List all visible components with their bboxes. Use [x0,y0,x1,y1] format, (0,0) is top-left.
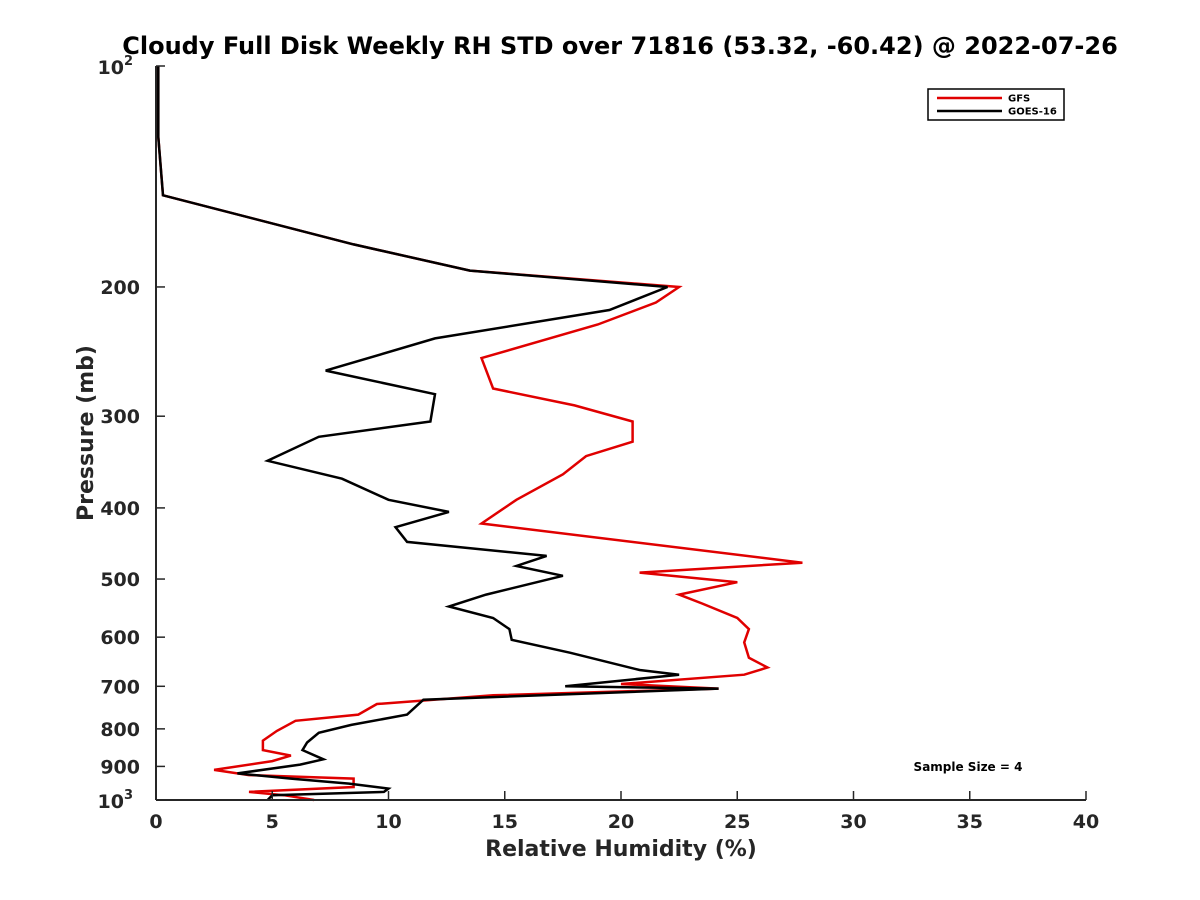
y-tick-label: 800 [100,719,140,741]
sample-size-annotation: Sample Size = 4 [914,760,1023,774]
y-tick-label: 900 [100,756,140,778]
x-tick-label: 20 [608,811,634,833]
x-tick-label: 0 [149,811,162,833]
legend-box [927,88,1065,121]
plot-area: 0 5 10 15 20 25 30 35 40 102 200 300 400 500 600 700 80… [98,54,1100,833]
chart-title: Cloudy Full Disk Weekly RH STD over 7181… [122,32,1118,60]
x-tick-label: 5 [266,811,279,833]
y-tick-label: 102 [98,54,134,79]
x-axis-label: Relative Humidity (%) [485,837,757,862]
x-tick-label: 40 [1073,811,1099,833]
y-axis-label: Pressure (mb) [74,345,99,521]
x-tick-label: 35 [957,811,983,833]
series-line-gfs [157,66,803,802]
x-tick-label: 15 [492,811,518,833]
legend-label-goes16: GOES-16 [1008,107,1057,118]
y-ticks: 102 200 300 400 500 600 700 800 900 103 [98,54,165,813]
y-tick-label: 500 [100,569,140,591]
y-tick-label: 300 [100,406,140,428]
x-tick-label: 25 [724,811,750,833]
y-tick-label: 200 [100,277,140,299]
y-tick-label: 103 [98,788,134,813]
x-ticks: 0 5 10 15 20 25 30 35 40 [149,791,1099,833]
x-tick-label: 30 [840,811,866,833]
y-tick-label: 700 [100,676,140,698]
legend: GFS GOES-16 [927,88,1065,121]
y-tick-label: 600 [100,627,140,649]
legend-label-gfs: GFS [1008,94,1030,105]
y-tick-label: 400 [100,498,140,520]
series-line-goes16 [157,66,719,801]
series-layer [157,66,803,802]
x-tick-label: 10 [375,811,401,833]
